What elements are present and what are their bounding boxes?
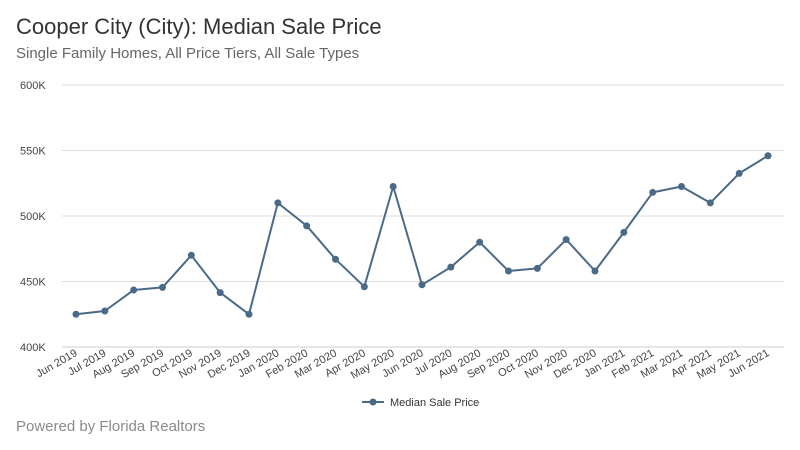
footer-credit: Powered by Florida Realtors [16, 418, 206, 435]
data-point [245, 310, 253, 318]
legend-label: Median Sale Price [390, 397, 479, 409]
data-point [187, 251, 195, 259]
y-axis: 400K 450K 500K 550K 600K [20, 80, 46, 354]
legend-marker [369, 398, 377, 406]
data-point [591, 267, 599, 275]
data-point [332, 255, 339, 263]
data-point [620, 228, 628, 236]
legend[interactable]: Median Sale Price [362, 397, 479, 409]
data-point [303, 222, 311, 230]
series-median-sale-price [72, 152, 772, 318]
data-point [735, 169, 743, 177]
data-point [706, 199, 714, 207]
data-point [447, 263, 455, 271]
data-point [533, 264, 541, 272]
y-tick-label: 600K [20, 80, 46, 92]
data-point [418, 281, 426, 289]
data-point [389, 183, 397, 191]
y-tick-label: 500K [20, 211, 46, 223]
gridlines [62, 84, 784, 348]
data-point [678, 183, 685, 191]
data-point [360, 283, 368, 291]
data-point [274, 199, 282, 207]
y-tick-label: 550K [20, 146, 46, 158]
data-point [130, 286, 138, 294]
series-line [75, 154, 769, 316]
data-point [562, 236, 570, 244]
data-point [72, 310, 80, 318]
data-point [505, 267, 512, 275]
y-tick-label: 450K [20, 277, 46, 289]
chart-subtitle: Single Family Homes, All Price Tiers, Al… [16, 45, 360, 62]
chart-title: Cooper City (City): Median Sale Price [16, 14, 382, 39]
data-point [649, 188, 657, 196]
data-point [476, 238, 484, 246]
data-point [159, 283, 166, 291]
data-point [216, 289, 224, 297]
y-tick-label: 400K [20, 342, 46, 354]
data-point [764, 152, 772, 160]
data-point [101, 307, 109, 315]
